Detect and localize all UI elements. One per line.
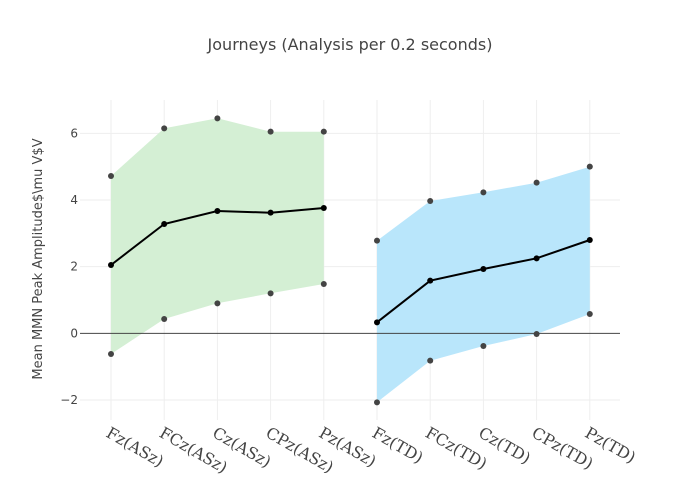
upper-point	[480, 189, 487, 196]
lower-point	[427, 357, 434, 364]
y-tick-label: 0	[70, 326, 78, 340]
mean-point	[480, 266, 487, 272]
mean-point	[533, 255, 540, 262]
lower-point	[480, 343, 487, 349]
band-layer	[111, 118, 590, 403]
upper-point	[161, 125, 168, 132]
mean-point	[586, 237, 593, 243]
lower-point	[533, 331, 540, 337]
band-group-1	[111, 118, 324, 354]
mean-point	[161, 221, 168, 227]
y-axis-label: Mean MMN Peak Amplitude$\mu V$V	[31, 138, 46, 379]
x-tick-label: Fz(TD)	[369, 423, 427, 467]
chart-title: Journeys (Analysis per 0.2 seconds)	[207, 35, 493, 54]
y-tick-label: −2	[60, 393, 78, 407]
lower-point	[267, 290, 274, 297]
y-tick-label: 6	[70, 126, 78, 140]
upper-point	[586, 163, 593, 170]
mean-point	[374, 319, 380, 326]
lower-point	[374, 399, 380, 406]
upper-point	[374, 237, 380, 244]
y-tick-label: 4	[70, 193, 78, 207]
mean-point	[214, 208, 221, 214]
y-tick-labels: −2 0 2 4 6	[60, 126, 78, 407]
mean-point	[427, 277, 434, 284]
lower-point	[214, 300, 221, 307]
upper-point	[320, 128, 327, 135]
band-group-2	[377, 166, 590, 403]
marker-layer	[108, 115, 593, 406]
y-tick-label: 2	[70, 260, 78, 274]
upper-point	[533, 179, 540, 186]
x-tick-label: Fz(ASz)	[103, 423, 167, 471]
lower-point	[586, 311, 593, 317]
upper-point	[108, 173, 114, 179]
mean-point	[267, 209, 274, 216]
lower-point	[108, 351, 114, 357]
upper-point	[214, 115, 221, 122]
lower-point	[320, 281, 327, 287]
x-tick-labels: Fz(ASz)FCz(ASz)Cz(ASz)CPz(ASz)Pz(ASz)Fz(…	[103, 423, 639, 477]
upper-point	[267, 128, 274, 135]
mean-point	[108, 262, 114, 268]
lower-point	[161, 316, 168, 322]
upper-point	[427, 198, 434, 204]
mean-point	[320, 205, 327, 211]
